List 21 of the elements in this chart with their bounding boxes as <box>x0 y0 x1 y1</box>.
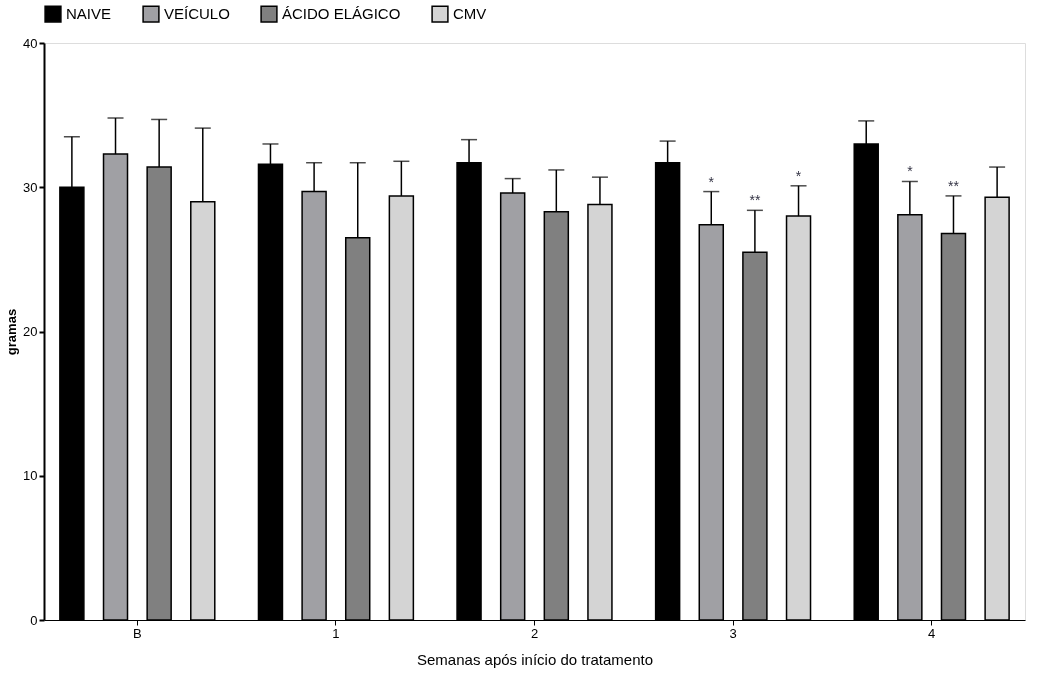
x-tick-label: 1 <box>332 625 340 641</box>
y-tick-label: 0 <box>30 612 38 628</box>
y-tick-label: 40 <box>23 35 38 51</box>
legend-label: NAIVE <box>66 5 112 23</box>
x-tick-label: 2 <box>530 625 539 641</box>
y-axis-title: gramas <box>4 308 20 356</box>
x-axis-title: Semanas após início do tratamento <box>417 650 653 668</box>
data-label: * <box>708 173 715 190</box>
x-tick-label: 4 <box>928 625 936 641</box>
legend-label: ÁCIDO ELÁGICO <box>282 5 401 23</box>
data-label: ** <box>948 177 960 194</box>
x-tick-label: 3 <box>729 625 737 641</box>
legend-label: CMV <box>453 5 487 23</box>
x-tick-label: B <box>133 625 142 641</box>
y-tick-label: 20 <box>23 324 38 339</box>
data-label: ** <box>749 192 761 209</box>
y-tick-label: 10 <box>23 468 38 484</box>
data-label: * <box>795 167 802 184</box>
legend-label: VEÍCULO <box>164 5 230 23</box>
y-tick-label: 30 <box>23 179 38 195</box>
data-label: * <box>907 163 914 180</box>
